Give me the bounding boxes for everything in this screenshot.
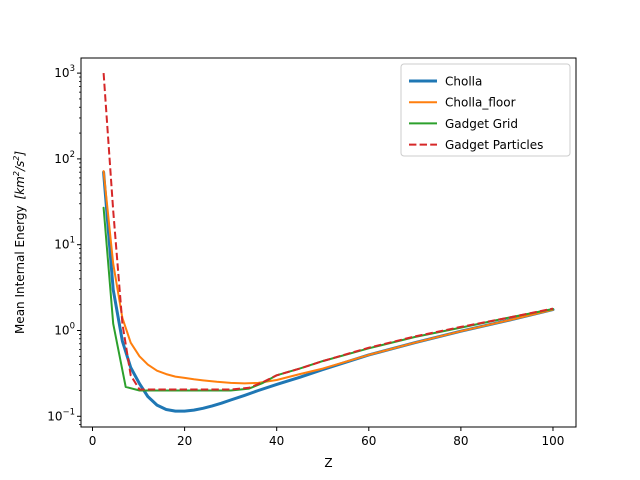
series-line-1 <box>102 170 554 385</box>
legend: Cholla Cholla_floor Gadget Grid Gadget Part… <box>400 63 571 157</box>
x-tick-label: 80 <box>453 434 468 448</box>
series-line-3 <box>102 73 554 391</box>
x-tick-label: 60 <box>361 434 376 448</box>
plot-area <box>80 57 577 428</box>
x-tick-label: 0 <box>89 434 97 448</box>
x-tick-label: 20 <box>177 434 192 448</box>
y-tick-label: 103 <box>54 64 75 80</box>
y-tick-label: 100 <box>54 321 75 337</box>
x-axis-ticks: 0 20 40 60 80 100 <box>89 427 565 448</box>
legend-label: Cholla <box>445 75 482 89</box>
x-tick-label: 100 <box>542 434 565 448</box>
x-axis-label: Z <box>324 456 332 470</box>
legend-label: Gadget Particles <box>445 138 543 152</box>
y-tick-label: 102 <box>54 150 75 166</box>
y-axis-ticks: 10−1 100 101 102 103 <box>47 64 81 425</box>
axes-frame <box>80 57 577 428</box>
x-tick-label: 40 <box>269 434 284 448</box>
y-axis-label-text: Mean Internal Energy <box>13 205 27 334</box>
legend-box <box>400 63 571 157</box>
series-layer <box>102 73 555 413</box>
legend-label: Cholla_floor <box>445 96 516 110</box>
legend-label: Gadget Grid <box>445 117 518 131</box>
y-axis-label: Mean Internal Energy [km2/s2] <box>12 151 27 334</box>
y-axis-label-unit: [km2/s2] <box>12 151 27 200</box>
y-tick-label: 10−1 <box>47 407 75 423</box>
y-tick-label: 101 <box>54 236 75 252</box>
